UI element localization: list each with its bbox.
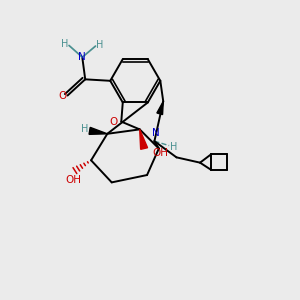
Text: H: H [170, 142, 178, 152]
Text: O: O [109, 117, 117, 127]
Text: N: N [78, 52, 86, 62]
Polygon shape [89, 128, 107, 134]
Text: H: H [96, 40, 103, 50]
Polygon shape [157, 101, 163, 115]
Text: O: O [58, 91, 66, 100]
Text: OH: OH [65, 175, 81, 185]
Text: H: H [61, 39, 69, 49]
Text: H: H [81, 124, 88, 134]
Polygon shape [140, 129, 148, 149]
Text: OH: OH [152, 148, 168, 158]
Text: N: N [152, 128, 160, 138]
